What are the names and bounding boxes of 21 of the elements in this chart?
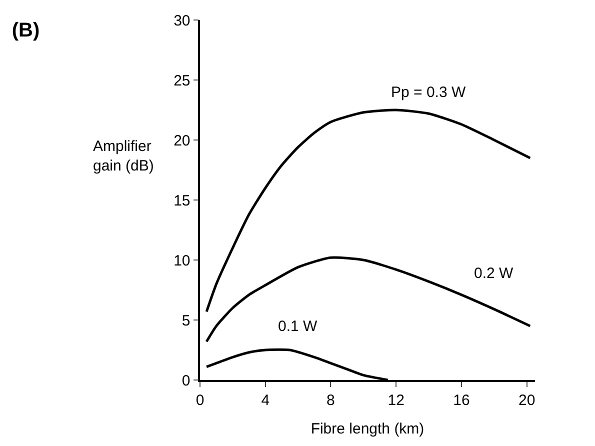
y-tick-label: 5: [182, 312, 190, 330]
x-tick-label: 0: [196, 392, 204, 409]
series-label: 0.2 W: [474, 265, 514, 282]
series-label: 0.1 W: [278, 318, 318, 335]
line-series: [205, 256, 532, 343]
y-tick-label: 15: [174, 192, 190, 210]
y-tick-label: 20: [174, 132, 190, 150]
y-axis-title: Amplifier gain (dB): [93, 138, 154, 174]
y-tick-label: 10: [174, 252, 190, 270]
y-tick-label: 30: [174, 12, 190, 30]
y-tick-label: 0: [182, 372, 190, 390]
x-tick-label: 16: [453, 392, 470, 409]
y-tick-label: 25: [174, 72, 190, 90]
x-tick-label: 8: [326, 392, 335, 409]
x-tick-label: 20: [518, 392, 536, 409]
line-series: [205, 108, 532, 313]
series-label: Pp = 0.3 W: [391, 84, 466, 101]
x-tick-label: 12: [388, 392, 404, 409]
x-tick-label: 4: [261, 392, 270, 409]
text: (B): [12, 19, 40, 42]
x-axis-title: Fibre length (km): [310, 420, 424, 438]
